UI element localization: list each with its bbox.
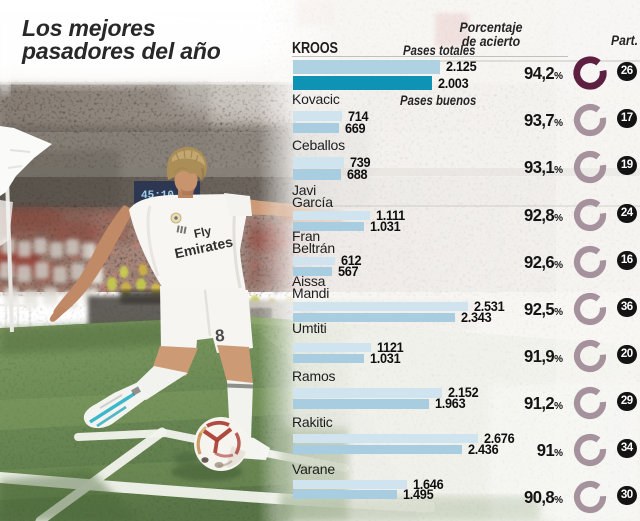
svg-text:Fly: Fly <box>193 224 213 241</box>
svg-text:8: 8 <box>214 326 225 346</box>
